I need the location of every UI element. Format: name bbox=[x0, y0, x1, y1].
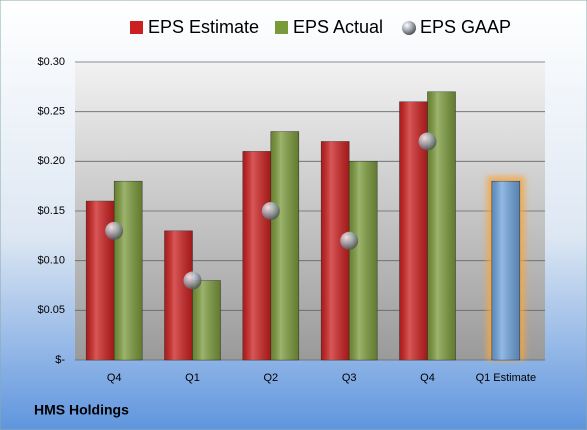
y-tick-label: $0.25 bbox=[37, 106, 65, 118]
x-tick-label: Q3 bbox=[342, 372, 357, 384]
bar-shine bbox=[491, 181, 520, 360]
x-tick-label: Q4 bbox=[107, 372, 122, 384]
legend-marker bbox=[402, 21, 416, 35]
bar-shine bbox=[242, 151, 271, 360]
legend-label: EPS Actual bbox=[293, 17, 383, 37]
y-tick-label: $0.05 bbox=[37, 304, 65, 316]
y-tick-label: $- bbox=[55, 354, 65, 366]
legend-marker bbox=[275, 21, 288, 34]
x-tick-label: Q4 bbox=[420, 372, 435, 384]
gaap-marker bbox=[261, 202, 280, 220]
gaap-marker bbox=[340, 231, 359, 250]
legend-marker bbox=[130, 21, 143, 34]
y-tick-label: $0.10 bbox=[37, 255, 65, 267]
bar-shine bbox=[164, 230, 193, 360]
legend-label: EPS Estimate bbox=[148, 17, 259, 37]
gaap-marker bbox=[418, 132, 437, 151]
x-tick-label: Q1 Estimate bbox=[476, 372, 537, 384]
y-tick-label: $0.20 bbox=[37, 155, 65, 167]
gaap-marker bbox=[105, 221, 124, 240]
gaap-marker bbox=[183, 271, 202, 290]
x-tick-label: Q1 bbox=[185, 372, 200, 384]
y-tick-label: $0.15 bbox=[37, 205, 65, 217]
bar-shine bbox=[349, 161, 378, 360]
chart-title: HMS Holdings bbox=[34, 402, 129, 418]
y-tick-label: $0.30 bbox=[37, 56, 65, 68]
bar-shine bbox=[114, 181, 143, 360]
bar-shine bbox=[321, 141, 350, 360]
x-tick-label: Q2 bbox=[263, 372, 278, 384]
bar-shine bbox=[192, 280, 221, 360]
bar-shine bbox=[270, 131, 299, 360]
legend-label: EPS GAAP bbox=[420, 17, 511, 37]
bar-shine bbox=[427, 91, 456, 361]
